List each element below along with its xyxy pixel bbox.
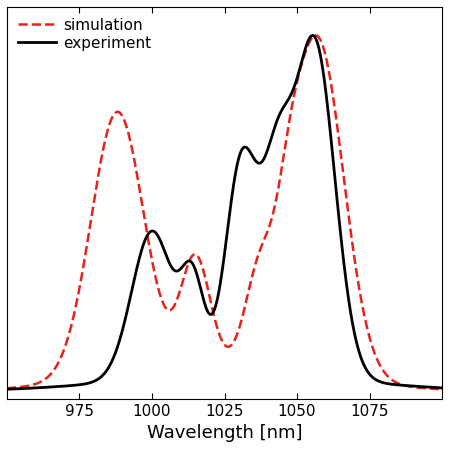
- simulation: [273, 199, 278, 205]
- simulation: [14, 385, 19, 390]
- Line: experiment: experiment: [0, 35, 449, 390]
- X-axis label: Wavelength [nm]: Wavelength [nm]: [147, 424, 302, 442]
- Legend: simulation, experiment: simulation, experiment: [14, 14, 154, 54]
- simulation: [370, 346, 375, 351]
- experiment: [345, 288, 350, 293]
- experiment: [163, 251, 168, 257]
- experiment: [310, 33, 315, 38]
- experiment: [273, 122, 278, 127]
- simulation: [163, 305, 168, 311]
- experiment: [14, 386, 19, 392]
- simulation: [313, 33, 318, 38]
- Line: simulation: simulation: [0, 35, 449, 390]
- simulation: [294, 81, 299, 87]
- experiment: [294, 77, 299, 83]
- experiment: [370, 375, 375, 380]
- simulation: [345, 203, 350, 208]
